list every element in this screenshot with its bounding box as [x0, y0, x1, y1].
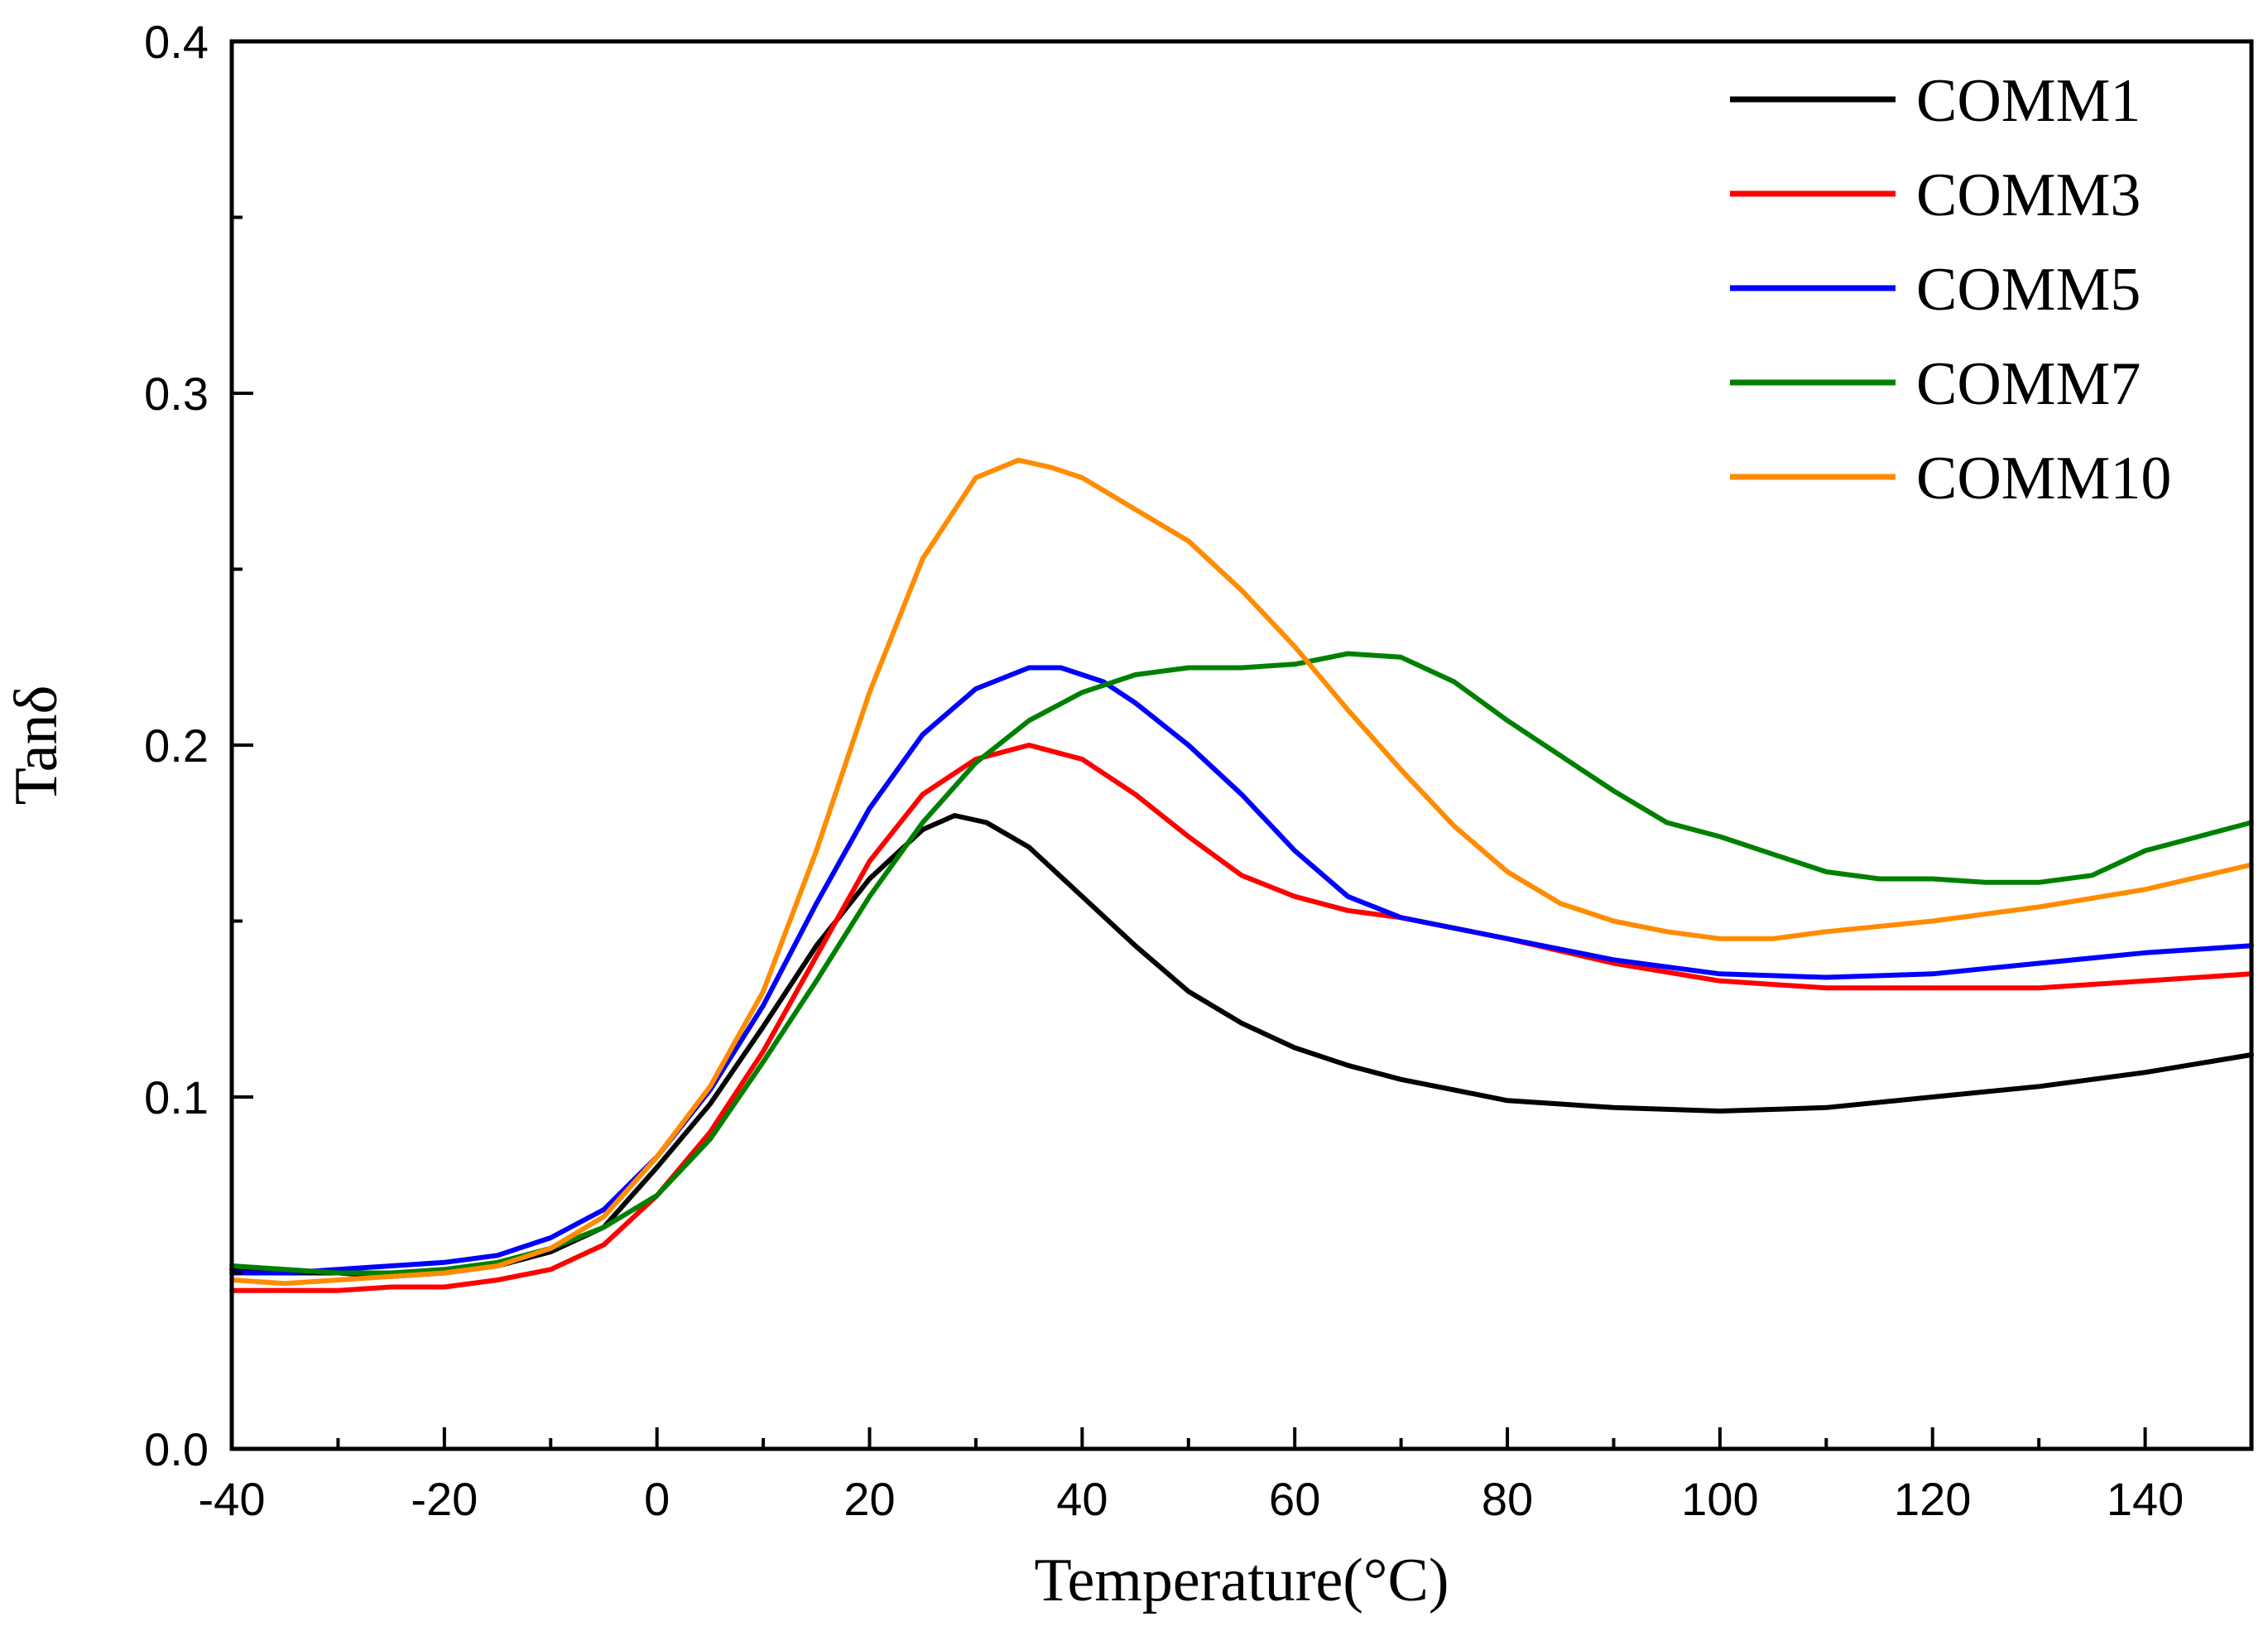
- x-tick-label: -40: [199, 1473, 266, 1525]
- y-tick-label: 0.3: [144, 368, 209, 420]
- series-line-comm5: [229, 665, 2254, 1276]
- x-tick-label: 60: [1269, 1473, 1320, 1525]
- x-tick-label: 80: [1482, 1473, 1533, 1525]
- legend-label: COMM3: [1916, 161, 2141, 229]
- x-tick-label: 0: [644, 1473, 670, 1525]
- axes: -40 -20 0 20 40 60 80 100 120 140 0.0 0.1 0.2 0.3 0.4: [144, 16, 2184, 1525]
- x-tick-label: 120: [1894, 1473, 1971, 1525]
- x-tick-label: -20: [411, 1473, 478, 1525]
- plot-lines: [229, 457, 2254, 1293]
- legend-label: COMM10: [1916, 445, 2171, 512]
- series-line-comm3: [229, 743, 2254, 1293]
- series-line-comm10: [229, 457, 2254, 1287]
- x-tick-label: 20: [843, 1473, 895, 1525]
- x-axis-title: Temperature(°C): [1034, 1547, 1449, 1614]
- series-line-comm7: [229, 651, 2254, 1276]
- x-tick-label: 140: [2107, 1473, 2184, 1525]
- x-tick-label: 100: [1681, 1473, 1758, 1525]
- legend: COMM1 COMM3 COMM5 COMM7 COMM10: [1730, 67, 2171, 512]
- y-tick-label: 0.0: [144, 1423, 209, 1475]
- y-tick-label: 0.1: [144, 1071, 209, 1123]
- x-tick-label: 40: [1056, 1473, 1108, 1525]
- legend-label: COMM1: [1916, 67, 2141, 135]
- y-tick-label: 0.2: [144, 719, 209, 772]
- legend-label: COMM5: [1916, 256, 2141, 324]
- y-axis-title: Tanδ: [2, 686, 70, 806]
- y-tick-label: 0.4: [144, 16, 209, 68]
- legend-label: COMM7: [1916, 350, 2141, 418]
